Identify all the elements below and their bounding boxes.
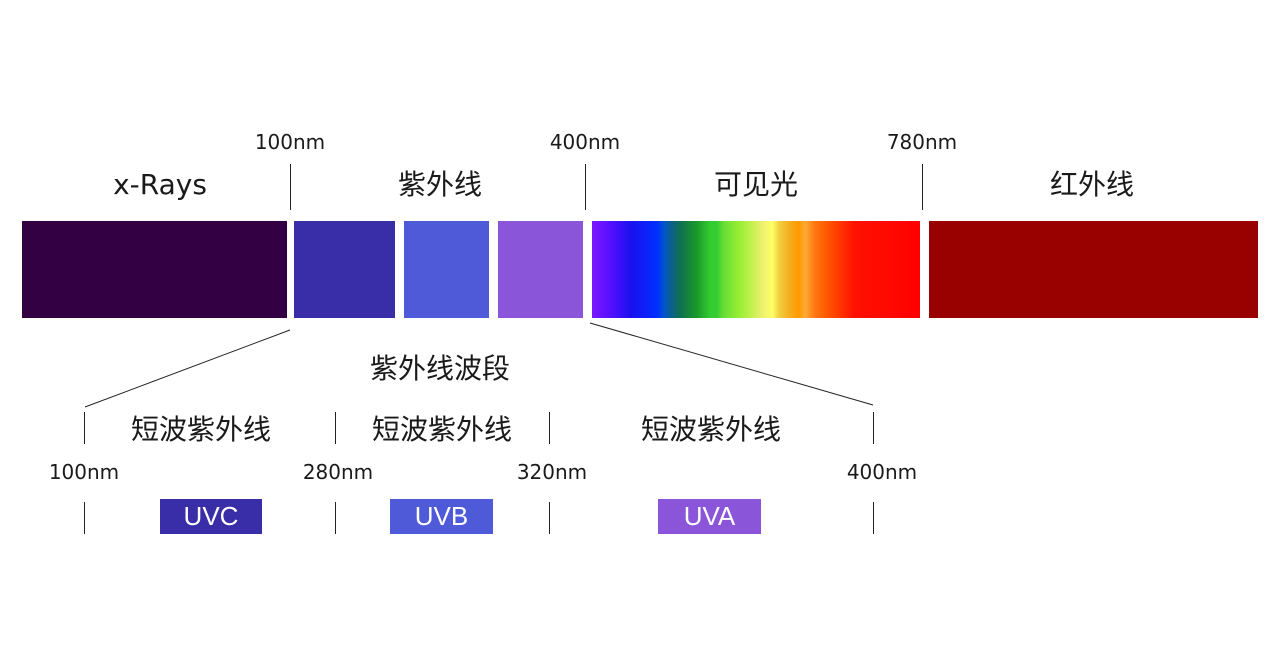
badge-uva: UVA — [658, 499, 761, 534]
separator-100nm-top — [290, 164, 291, 210]
tick-label-320nm-bottom: 320nm — [516, 460, 588, 484]
region-label-visible-light: 可见光 — [713, 168, 798, 201]
tick-label-400nm-bottom: 400nm — [846, 460, 918, 484]
band-uvc — [294, 221, 395, 318]
tick-label-780nm-top: 780nm — [886, 130, 958, 154]
sub-band-label-uvb: 短波紫外线 — [371, 413, 512, 446]
badge-uvc: UVC — [160, 499, 262, 534]
leader-line-left — [84, 329, 291, 408]
tick-label-400nm-top: 400nm — [549, 130, 621, 154]
tick-label-100nm-top: 100nm — [254, 130, 326, 154]
leader-line-right — [589, 322, 874, 406]
sub-band-label-uvc: 短波紫外线 — [130, 413, 271, 446]
band-visible-spectrum — [592, 221, 920, 318]
sub-separator-100nm — [84, 412, 85, 444]
separator-780nm-top — [922, 164, 923, 210]
band-infrared — [929, 221, 1258, 318]
sub-separator-320nm — [549, 412, 550, 444]
band-xrays — [22, 221, 287, 318]
band-uva — [498, 221, 583, 318]
sub-separator-400nm — [873, 412, 874, 444]
sub-band-label-uva: 短波紫外线 — [640, 413, 781, 446]
tick-label-100nm-bottom: 100nm — [48, 460, 120, 484]
region-label-xrays: x-Rays — [113, 168, 207, 201]
uv-band-title: 紫外线波段 — [369, 352, 510, 385]
band-uvb — [404, 221, 489, 318]
badge-uvb: UVB — [390, 499, 493, 534]
separator-400nm-top — [585, 164, 586, 210]
sub-separator-320nm-lower — [549, 502, 550, 534]
region-label-ultraviolet: 紫外线 — [397, 168, 482, 201]
region-label-infrared: 红外线 — [1049, 168, 1134, 201]
sub-separator-100nm-lower — [84, 502, 85, 534]
tick-label-280nm-bottom: 280nm — [302, 460, 374, 484]
sub-separator-280nm — [335, 412, 336, 444]
sub-separator-400nm-lower — [873, 502, 874, 534]
sub-separator-280nm-lower — [335, 502, 336, 534]
